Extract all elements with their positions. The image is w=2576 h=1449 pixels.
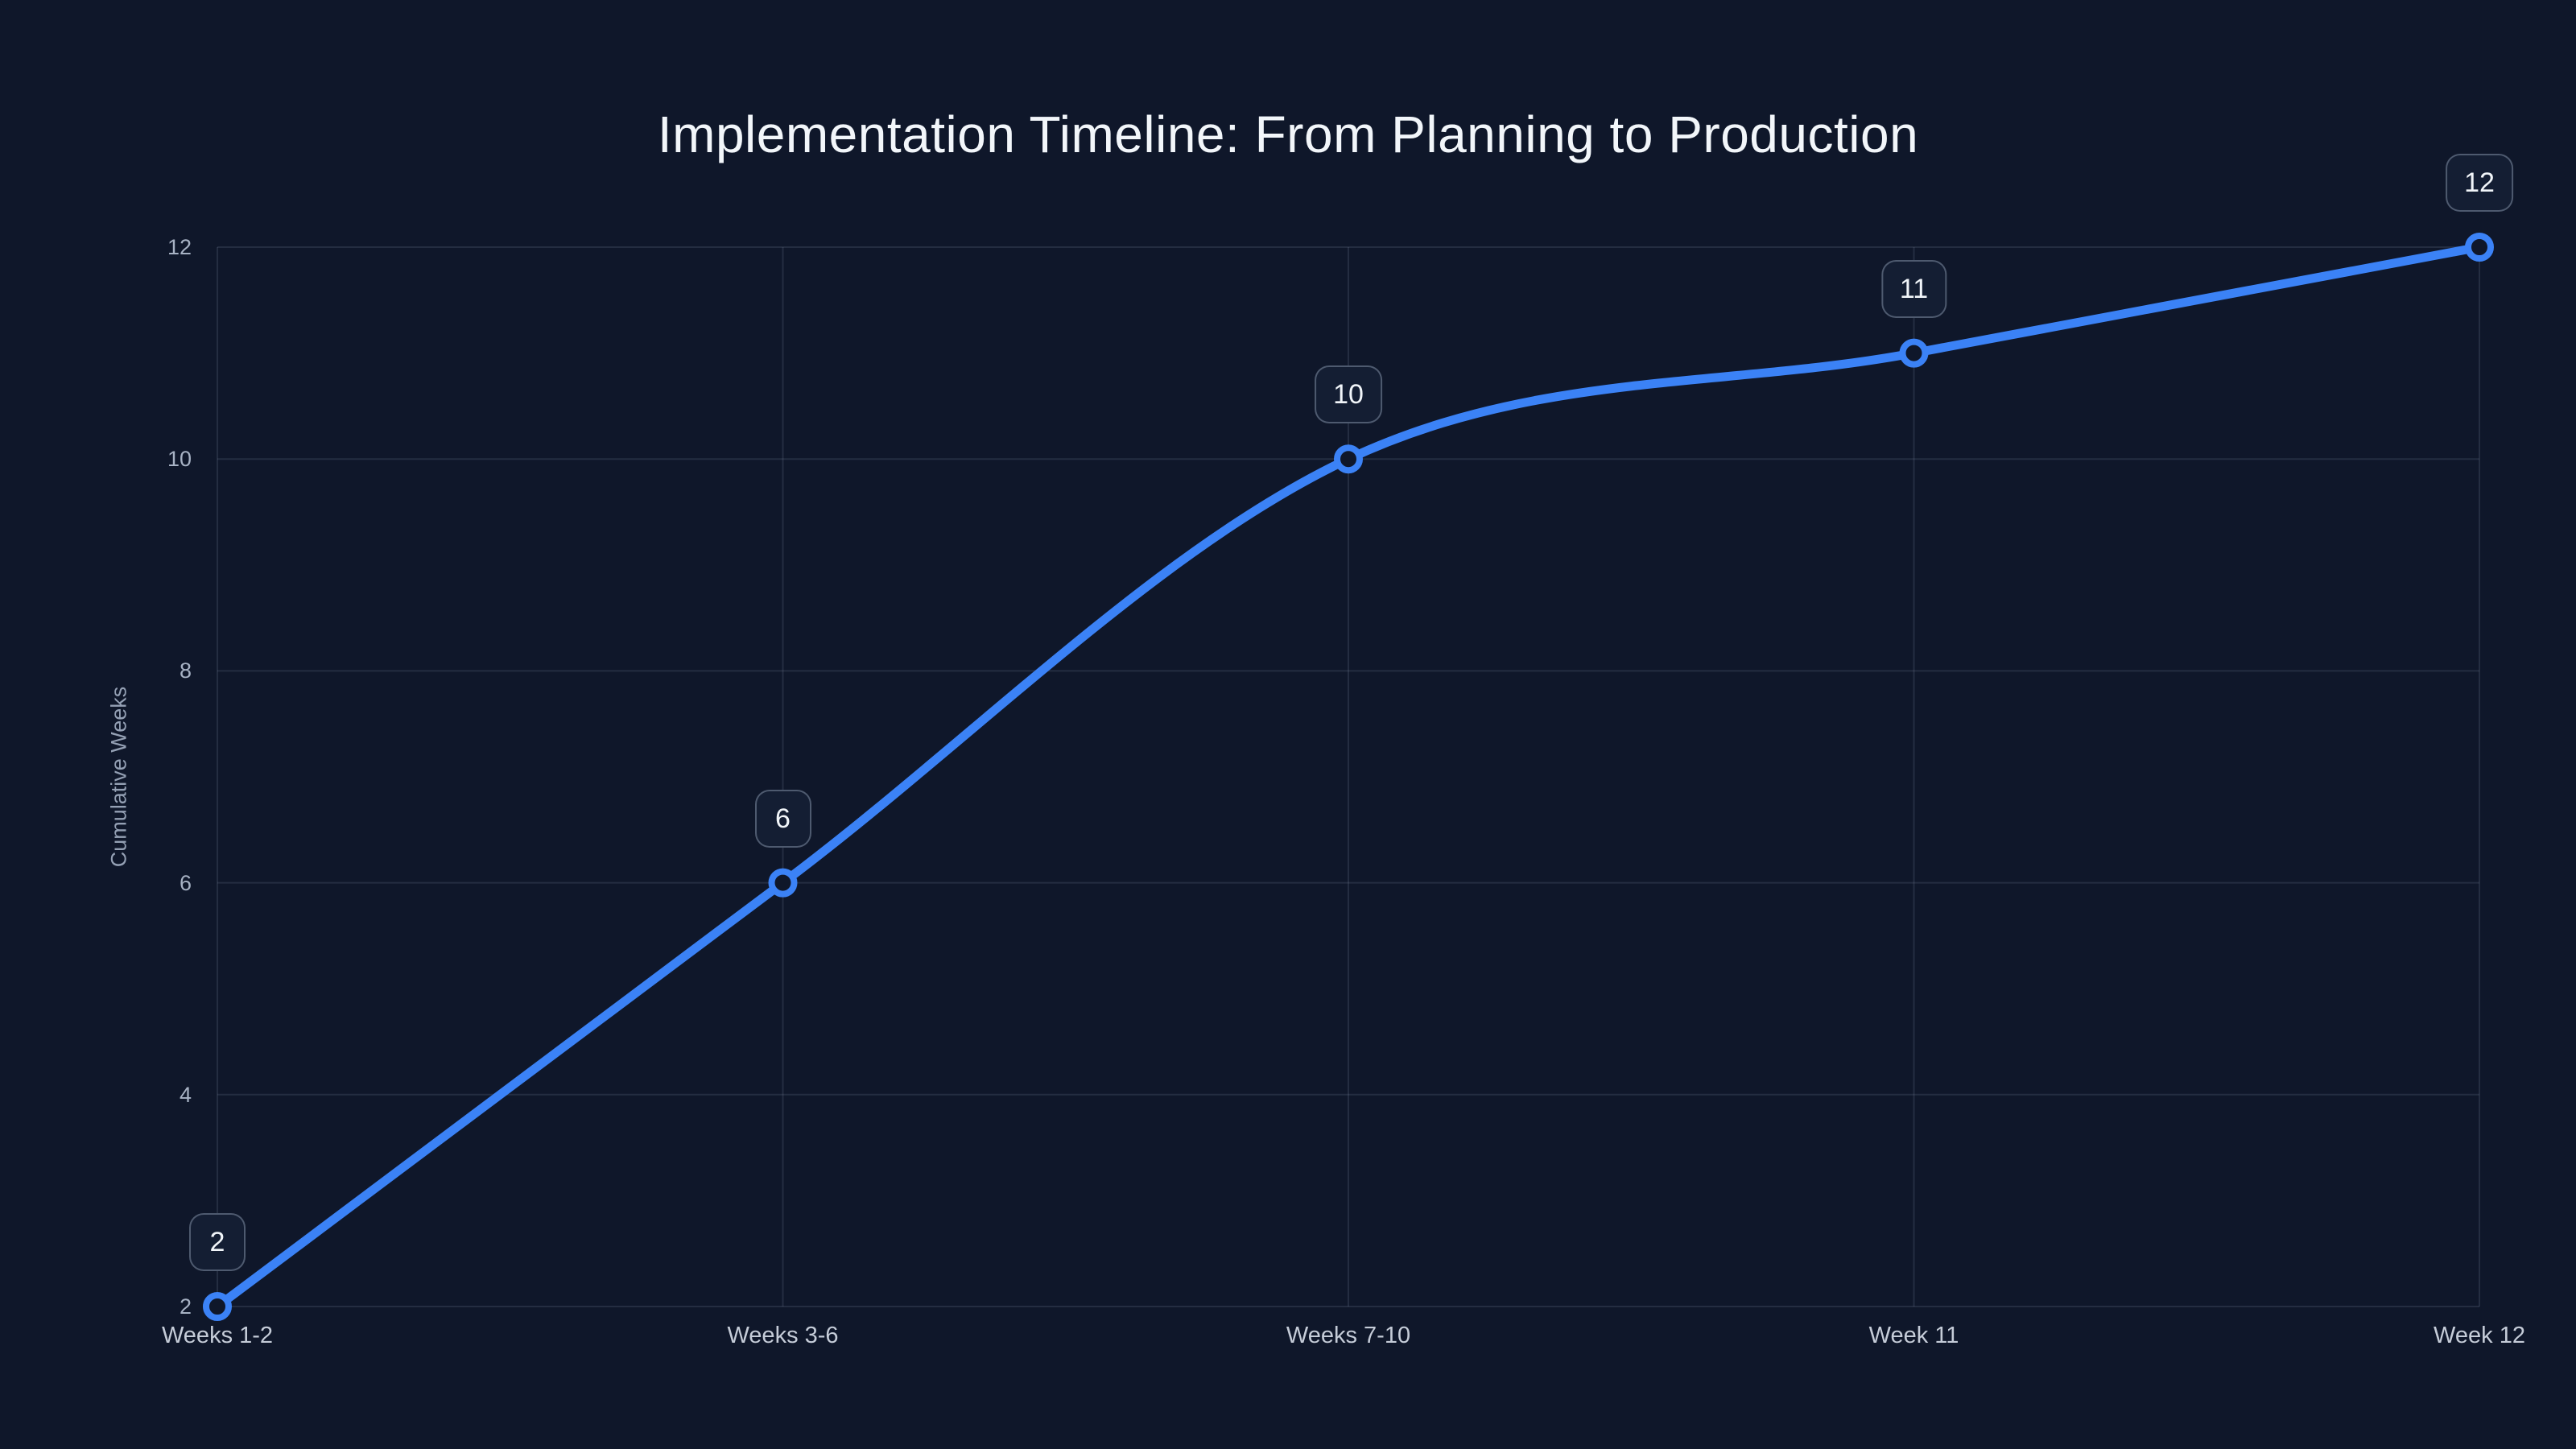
x-tick-label: Weeks 7-10 xyxy=(1286,1323,1411,1348)
data-point-marker[interactable] xyxy=(2465,233,2494,262)
chart-title: Implementation Timeline: From Planning t… xyxy=(657,105,1919,163)
x-tick-label: Weeks 1-2 xyxy=(161,1323,274,1348)
x-tick-label: Week 11 xyxy=(1868,1323,1959,1348)
y-tick-label: 12 xyxy=(167,235,192,259)
data-label-badge: 2 xyxy=(189,1213,246,1271)
data-point-marker[interactable] xyxy=(1899,338,1929,368)
y-tick-label: 2 xyxy=(179,1294,192,1319)
y-tick-label: 10 xyxy=(167,447,192,472)
series-line xyxy=(213,242,2484,1311)
data-label-badge: 6 xyxy=(754,789,811,848)
y-tick-label: 6 xyxy=(179,870,192,895)
data-point-marker[interactable] xyxy=(203,1292,232,1321)
data-point-marker[interactable] xyxy=(768,868,798,898)
data-label-badge: 10 xyxy=(1315,365,1382,424)
data-point-marker[interactable] xyxy=(1334,444,1363,474)
x-tick-label: Weeks 3-6 xyxy=(727,1323,839,1348)
data-label-badge: 12 xyxy=(2446,154,2513,212)
x-tick-label: Week 12 xyxy=(2434,1323,2525,1348)
y-tick-label: 4 xyxy=(179,1082,192,1107)
data-label-badge: 11 xyxy=(1880,259,1947,318)
y-tick-label: 8 xyxy=(179,658,192,683)
